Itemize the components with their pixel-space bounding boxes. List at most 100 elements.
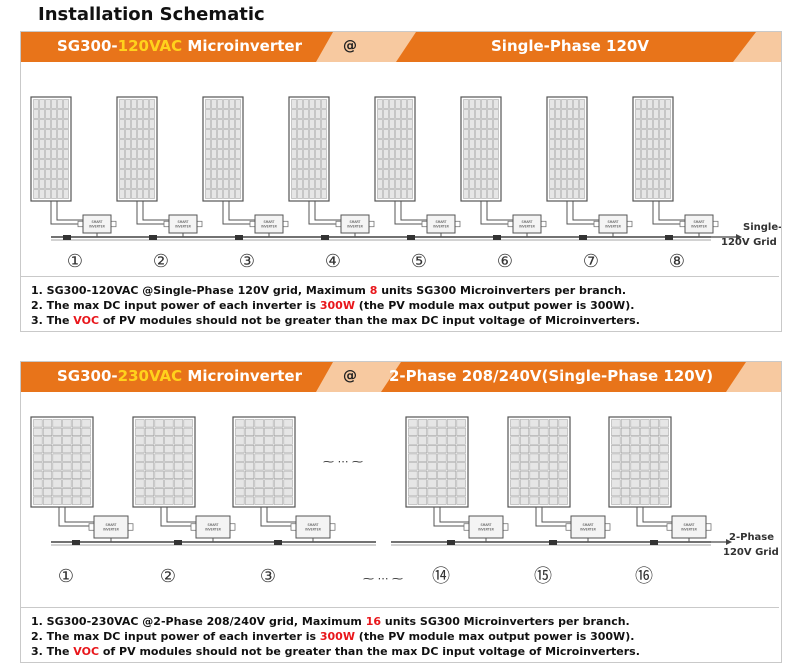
dc-lead <box>64 507 94 523</box>
inverter-label: INVERTER <box>89 225 105 229</box>
inverter-label: INVERTER <box>691 225 707 229</box>
inverter-label: SMART <box>208 523 219 527</box>
note-item: 2. The max DC input power of each invert… <box>31 630 635 643</box>
inverter-label: INVERTER <box>175 225 191 229</box>
dc-lead <box>50 201 83 225</box>
inverter-label: SMART <box>308 523 319 527</box>
wiring-diagram: SMARTINVERTER①SMARTINVERTER②SMARTINVERTE… <box>30 416 779 587</box>
note-item: 2. The max DC input power of each invert… <box>31 299 635 312</box>
inverter-label: INVERTER <box>261 225 277 229</box>
dc-lead <box>394 201 427 225</box>
note-item: 1. SG300-120VAC @Single-Phase 120V grid,… <box>31 284 627 297</box>
dc-lead <box>314 201 341 221</box>
inverter-label: SMART <box>684 523 695 527</box>
unit-number: ⑮ <box>534 566 552 587</box>
inverter-label: INVERTER <box>205 528 221 532</box>
inverter-label: SMART <box>350 220 361 224</box>
model-suffix: Microinverter <box>182 37 302 55</box>
wiring-diagram: SMARTINVERTER①SMARTINVERTER②SMARTINVERTE… <box>30 96 781 272</box>
pv-module <box>632 96 674 202</box>
grid-arrow-head <box>726 539 732 545</box>
pv-module <box>460 96 502 202</box>
unit-number: ③ <box>260 566 276 587</box>
inverter-label: SMART <box>436 220 447 224</box>
ac-connector <box>321 235 329 240</box>
ac-connector <box>579 235 587 240</box>
inverter-label: INVERTER <box>478 528 494 532</box>
page-title: Installation Schematic <box>38 4 265 25</box>
banner-shape <box>21 32 781 62</box>
ellipsis-lower: ⁓ ⋯ ⁓ <box>363 572 403 585</box>
model-prefix: SG300- <box>57 367 118 385</box>
ac-connector <box>447 540 455 545</box>
dc-lead <box>480 201 513 225</box>
model-suffix: Microinverter <box>182 367 302 385</box>
inverter-label: SMART <box>92 220 103 224</box>
inverter-label: SMART <box>178 220 189 224</box>
unit-number: ⑯ <box>635 566 653 587</box>
ac-connector <box>63 235 71 240</box>
note-item: 1. SG300-230VAC @2-Phase 208/240V grid, … <box>31 615 630 628</box>
dc-lead <box>658 201 685 221</box>
pv-module <box>116 96 158 202</box>
dc-lead <box>222 201 255 225</box>
unit-number: ⑭ <box>432 566 450 587</box>
dc-lead <box>58 507 94 527</box>
dc-lead <box>642 507 672 523</box>
dc-lead <box>160 507 196 527</box>
unit-number: ② <box>160 566 176 587</box>
dc-lead <box>566 201 599 225</box>
dc-lead <box>433 507 469 527</box>
ac-connector <box>549 540 557 545</box>
grid-label: 120V Grid <box>723 547 779 558</box>
pv-module <box>30 96 72 202</box>
ac-connector <box>72 540 80 545</box>
grid-title: Single-Phase 120V <box>491 37 649 55</box>
dc-lead <box>56 201 83 221</box>
pv-module <box>546 96 588 202</box>
pv-module <box>132 416 196 508</box>
at-sign: @ <box>343 38 357 54</box>
dc-lead <box>636 507 672 527</box>
inverter-label: INVERTER <box>605 225 621 229</box>
grid-label: 2-Phase <box>729 532 774 543</box>
dc-lead <box>439 507 469 523</box>
schematic-panel-120vac: SG300-120VAC Microinverter @ Single-Phas… <box>20 31 782 332</box>
ac-connector <box>407 235 415 240</box>
dc-lead <box>142 201 169 221</box>
pv-module <box>30 416 94 508</box>
ac-connector <box>235 235 243 240</box>
model-title: SG300-230VAC Microinverter <box>57 367 302 385</box>
unit-number: ⑦ <box>583 251 599 272</box>
pv-module <box>232 416 296 508</box>
inverter-label: INVERTER <box>305 528 321 532</box>
dc-lead <box>572 201 599 221</box>
model-voltage: 230VAC <box>117 367 183 385</box>
dc-lead <box>652 201 685 225</box>
ac-connector <box>174 540 182 545</box>
dc-lead <box>535 507 571 527</box>
pv-module <box>202 96 244 202</box>
grid-label: 120V Grid <box>721 237 777 248</box>
unit-number: ① <box>67 251 83 272</box>
dc-lead <box>541 507 571 523</box>
dc-lead <box>308 201 341 225</box>
pv-module <box>288 96 330 202</box>
note-item: 3. The VOC of PV modules should not be g… <box>31 645 640 658</box>
inverter-label: INVERTER <box>519 225 535 229</box>
unit-number: ① <box>58 566 74 587</box>
panel-banner: SG300-230VAC Microinverter @ 2-Phase 208… <box>21 362 781 392</box>
model-title: SG300-120VAC Microinverter <box>57 37 302 55</box>
